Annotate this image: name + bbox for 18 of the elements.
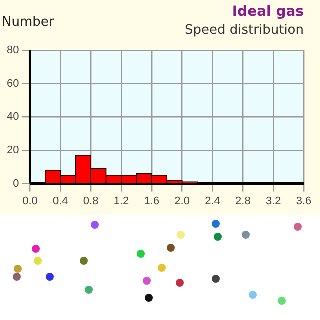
x-tick-label: 1.6 <box>144 195 160 208</box>
x-tick-label: 0.8 <box>83 195 99 208</box>
y-tick-label: 60 <box>6 78 20 90</box>
y-tick-label: 0 <box>13 178 20 190</box>
x-tick-label: 2.8 <box>236 195 251 208</box>
x-tick-label: 1.2 <box>114 195 130 208</box>
chart-subtitle: Speed distribution <box>185 22 304 38</box>
x-tick-label: 0.0 <box>22 195 38 208</box>
chart-title: Ideal gas <box>232 4 304 20</box>
x-tick-label: 3.6 <box>296 195 312 208</box>
x-tick-label: 3.2 <box>266 195 282 208</box>
y-tick-label: 20 <box>6 144 20 156</box>
x-tick-label: 2.4 <box>205 195 220 208</box>
y-tick-label: 80 <box>6 44 20 56</box>
x-tick-label: 0.4 <box>53 195 68 208</box>
y-tick-label: 40 <box>6 111 20 124</box>
x-tick-label: 2.0 <box>174 195 190 208</box>
y-axis-title: Number <box>2 15 55 30</box>
